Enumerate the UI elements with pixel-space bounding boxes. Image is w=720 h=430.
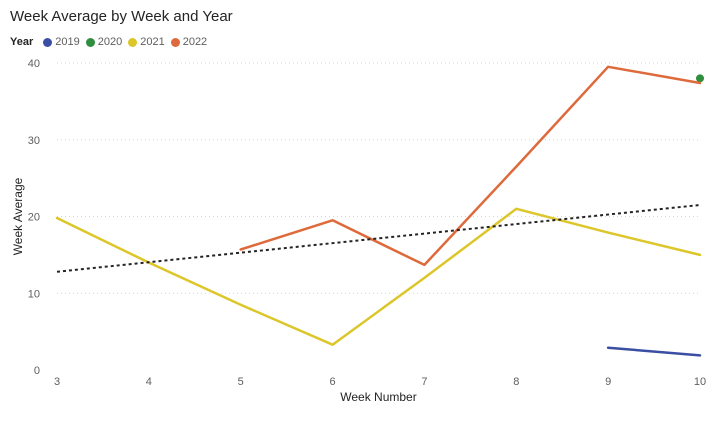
x-tick-label-4: 4 (146, 376, 152, 388)
legend: Year 2019 2020 2021 2022 (10, 36, 213, 48)
x-tick-label-7: 7 (421, 376, 427, 388)
legend-item-2020[interactable]: 2020 (85, 36, 123, 48)
legend-label-2022: 2022 (182, 36, 208, 48)
x-tick-label-3: 3 (54, 376, 60, 388)
legend-title: Year (10, 36, 34, 48)
y-tick-label-10: 10 (28, 288, 40, 300)
series-2019-line (606, 346, 702, 357)
x-tick-label-8: 8 (513, 376, 519, 388)
y-tick-label-30: 30 (28, 135, 40, 147)
series-2022-line (239, 65, 702, 267)
x-tick-label-6: 6 (330, 376, 336, 388)
y-tick-label-20: 20 (28, 212, 40, 224)
legend-item-2022[interactable]: 2022 (170, 36, 208, 48)
x-tick-label-5: 5 (238, 376, 244, 388)
x-tick-label-9: 9 (605, 376, 611, 388)
x-tick-label-10: 10 (694, 376, 706, 388)
legend-marker-2020 (85, 37, 95, 47)
legend-label-2019: 2019 (55, 36, 80, 48)
legend-item-2019[interactable]: 2019 (43, 36, 80, 48)
series-2021-line (55, 207, 702, 346)
legend-marker-2019 (43, 37, 53, 47)
chart-title: Week Average by Week and Year (10, 8, 233, 25)
legend-item-2021[interactable]: 2021 (128, 36, 165, 48)
legend-label-2021: 2021 (140, 36, 165, 48)
legend-marker-2022 (170, 37, 180, 47)
legend-marker-2021 (128, 37, 138, 47)
y-axis-title: Week Average (11, 177, 25, 255)
x-axis-title: Week Number (340, 390, 416, 404)
series-2020-point (696, 74, 704, 83)
y-tick-label-40: 40 (28, 58, 40, 70)
legend-label-2020: 2020 (97, 36, 123, 48)
trend-line (56, 203, 701, 273)
y-tick-label-0: 0 (34, 365, 40, 377)
